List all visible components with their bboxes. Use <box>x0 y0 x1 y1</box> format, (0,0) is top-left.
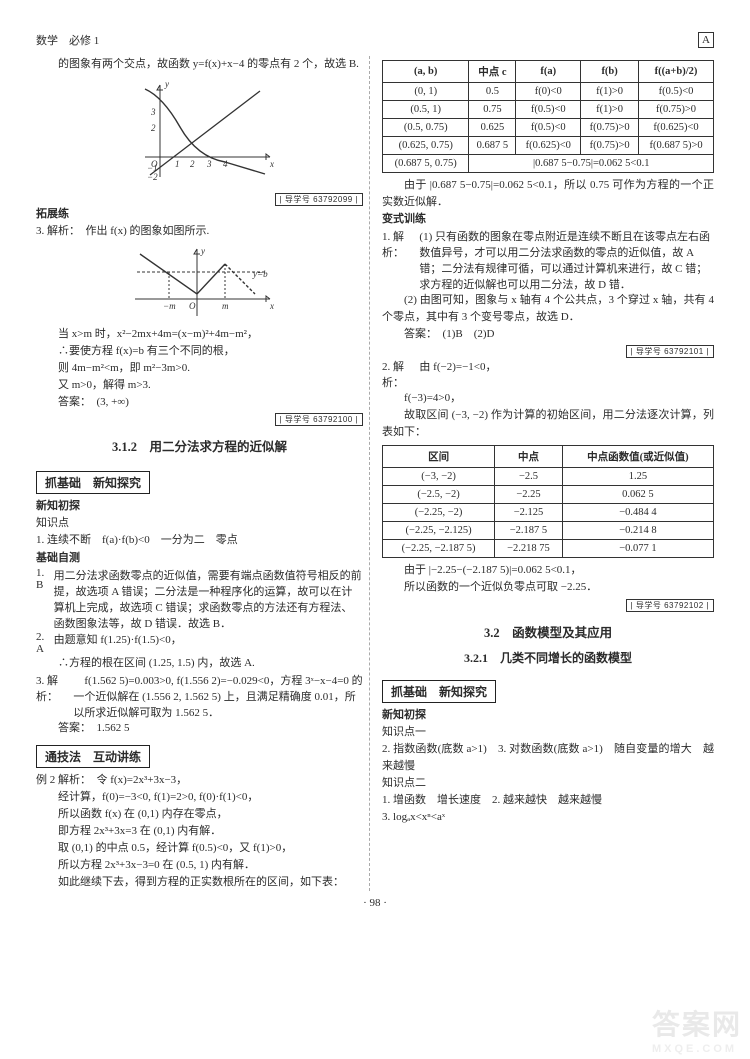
table-header: 中点 c <box>469 61 516 83</box>
code-tag-4: | 导学号 63792102 | <box>626 599 714 612</box>
svg-text:2: 2 <box>151 123 156 133</box>
bs2: 2. 解析： 由 f(−2)=−1<0， <box>382 358 714 390</box>
svg-text:y: y <box>200 246 205 256</box>
left-column: 的图象有两个交点，故函数 y=f(x)+x−4 的零点有 2 个，故选 B. y… <box>36 56 370 891</box>
tuozhan-line: 3. 解析： 作出 f(x) 的图象如图所示. <box>36 223 363 240</box>
q3: 3. 解析： f(1.562 5)=0.003>0, f(1.556 2)=−0… <box>36 672 363 720</box>
svg-text:1: 1 <box>175 159 180 169</box>
svg-text:−m: −m <box>163 301 176 311</box>
zsd2-label: 知识点二 <box>382 775 714 792</box>
bs1b: (2) 由图可知，图象与 x 轴有 4 个公共点，3 个穿过 x 轴，共有 4 … <box>382 292 714 326</box>
ex2-b: 经计算，f(0)=−3<0, f(1)=2>0, f(0)·f(1)<0， <box>36 789 363 806</box>
svg-text:−2: −2 <box>147 172 158 182</box>
table-row: (0.687 5, 0.75)|0.687 5−0.75|=0.062 5<0.… <box>383 155 714 173</box>
zsd2b: 3. logₐx<xⁿ<aˣ <box>382 809 714 826</box>
ex2-d: 即方程 2x³+3x=3 在 (0,1) 内有解． <box>36 823 363 840</box>
q2: 2. A 由题意知 f(1.25)·f(1.5)<0， <box>36 631 363 655</box>
tuozhan-ans: 答案： (3, +∞) <box>36 394 363 411</box>
table-row: (0.5, 0.75)0.625f(0.5)<0f(0.75)>0f(0.625… <box>383 119 714 137</box>
graph-1: yx O 32 −1−2 12 34 <box>125 77 275 187</box>
right-column: (a, b)中点 cf(a)f(b)f((a+b)/2) (0, 1)0.5f(… <box>380 56 714 891</box>
xinzhi2: 新知初探 <box>382 707 714 724</box>
zhishi-label: 知识点 <box>36 515 363 532</box>
ex2-c: 所以函数 f(x) 在 (0,1) 内存在零点， <box>36 806 363 823</box>
tuozhan-p1: 当 x>m 时，x²−2mx+4m=(x−m)²+4m−m²， <box>36 326 363 343</box>
zsd2: 1. 增函数 增长速度 2. 越来越快 越来越慢 <box>382 792 714 809</box>
svg-text:O: O <box>189 301 196 311</box>
bs2b: f(−3)=4>0， <box>382 390 714 407</box>
table-row: (0, 1)0.5f(0)<0f(1)>0f(0.5)<0 <box>383 83 714 101</box>
table-row: (0.625, 0.75)0.687 5f(0.625)<0f(0.75)>0f… <box>383 137 714 155</box>
graph-2: y x O −m m y=b <box>125 244 275 322</box>
table-row: (0.5, 1)0.75f(0.5)<0f(1)>0f(0.75)>0 <box>383 101 714 119</box>
code-tag-3: | 导学号 63792101 | <box>626 345 714 358</box>
table-2: 区间中点中点函数值(或近似值) (−3, −2)−2.51.25(−2.5, −… <box>382 445 714 558</box>
zsd1-label: 知识点一 <box>382 724 714 741</box>
table-header: 中点 <box>495 446 563 468</box>
zhishi-1: 1. 连续不断 f(a)·f(b)<0 一分为二 零点 <box>36 532 363 549</box>
svg-text:4: 4 <box>223 159 228 169</box>
after-t1: 由于 |0.687 5−0.75|=0.062 5<0.1，所以 0.75 可作… <box>382 177 714 211</box>
q1: 1. B 用二分法求函数零点的近似值，需要有端点函数值符号相反的前提，故选项 A… <box>36 567 363 631</box>
intro-text: 的图象有两个交点，故函数 y=f(x)+x−4 的零点有 2 个，故选 B. <box>36 56 363 73</box>
svg-text:2: 2 <box>190 159 195 169</box>
ex2-f: 所以方程 2x³+3x−3=0 在 (0.5, 1) 内有解． <box>36 857 363 874</box>
header-badge: A <box>698 32 714 48</box>
bs1-ans: 答案： (1)B (2)D <box>382 326 714 343</box>
box-tongji: 通技法 互动讲练 <box>36 745 150 768</box>
xinzhi-title: 新知初探 <box>36 498 363 515</box>
section-3-2: 3.2 函数模型及其应用 <box>382 622 714 641</box>
code-tag-1: | 导学号 63792099 | <box>275 193 363 206</box>
after-t2a: 由于 |−2.25−(−2.187 5)|=0.062 5<0.1， <box>382 562 714 579</box>
q2b: ∴方程的根在区间 (1.25, 1.5) 内，故选 A. <box>36 655 363 672</box>
table-header: f((a+b)/2) <box>639 61 714 83</box>
table-row: (−3, −2)−2.51.25 <box>383 468 714 486</box>
svg-text:3: 3 <box>150 107 156 117</box>
section-3-2-1: 3.2.1 几类不同增长的函数模型 <box>382 649 714 666</box>
section-3-1-2: 3.1.2 用二分法求方程的近似解 <box>36 436 363 455</box>
svg-text:3: 3 <box>206 159 212 169</box>
code-tag-2: | 导学号 63792100 | <box>275 413 363 426</box>
svg-text:y: y <box>164 79 169 89</box>
table-row: (−2.25, −2.125)−2.187 5−0.214 8 <box>383 522 714 540</box>
table-row: (−2.25, −2.187 5)−2.218 75−0.077 1 <box>383 540 714 558</box>
tuozhan-title: 拓展练 <box>36 206 363 223</box>
tuozhan-p3: 则 4m−m²<m，即 m²−3m>0. <box>36 360 363 377</box>
svg-text:x: x <box>269 159 274 169</box>
bs1: 1. 解析： (1) 只有函数的图象在零点附近是连续不断且在该零点左右函数值异号… <box>382 228 714 292</box>
jichu-title: 基础自测 <box>36 550 363 567</box>
table-header: f(b) <box>581 61 639 83</box>
table-1: (a, b)中点 cf(a)f(b)f((a+b)/2) (0, 1)0.5f(… <box>382 60 714 173</box>
page-header: 数学 必修 1 A <box>36 32 714 48</box>
box-jichu: 抓基础 新知探究 <box>36 471 150 494</box>
tuozhan-p2: ∴要使方程 f(x)=b 有三个不同的根， <box>36 343 363 360</box>
table-header: f(a) <box>516 61 581 83</box>
ex2-e: 取 (0,1) 的中点 0.5，经计算 f(0.5)<0，又 f(1)>0， <box>36 840 363 857</box>
svg-text:x: x <box>269 301 274 311</box>
ex2-g: 如此继续下去，得到方程的正实数根所在的区间，如下表： <box>36 874 363 891</box>
watermark: 答案网 MXQE.COM <box>652 1003 742 1055</box>
table-header: 中点函数值(或近似值) <box>562 446 713 468</box>
q3-ans: 答案： 1.562 5 <box>36 720 363 737</box>
box-jichu-2: 抓基础 新知探究 <box>382 680 496 703</box>
svg-text:y=b: y=b <box>252 269 268 279</box>
bs2c: 故取区间 (−3, −2) 作为计算的初始区间，用二分法逐次计算，列表如下： <box>382 407 714 441</box>
table-header: 区间 <box>383 446 495 468</box>
page-number: · 98 · <box>36 897 714 909</box>
tuozhan-p4: 又 m>0，解得 m>3. <box>36 377 363 394</box>
table-row: (−2.25, −2)−2.125−0.484 4 <box>383 504 714 522</box>
svg-text:m: m <box>222 301 229 311</box>
zsd1: 2. 指数函数(底数 a>1) 3. 对数函数(底数 a>1) 随自变量的增大 … <box>382 741 714 775</box>
header-subject: 数学 必修 1 <box>36 32 99 48</box>
table-row: (−2.5, −2)−2.250.062 5 <box>383 486 714 504</box>
after-t2b: 所以函数的一个近似负零点可取 −2.25． <box>382 579 714 596</box>
ex2-head: 例 2 解析： <box>36 774 86 786</box>
table-header: (a, b) <box>383 61 469 83</box>
ex2-a: 令 f(x)=2x³+3x−3， <box>97 774 188 786</box>
bianshi-title: 变式训练 <box>382 211 714 228</box>
